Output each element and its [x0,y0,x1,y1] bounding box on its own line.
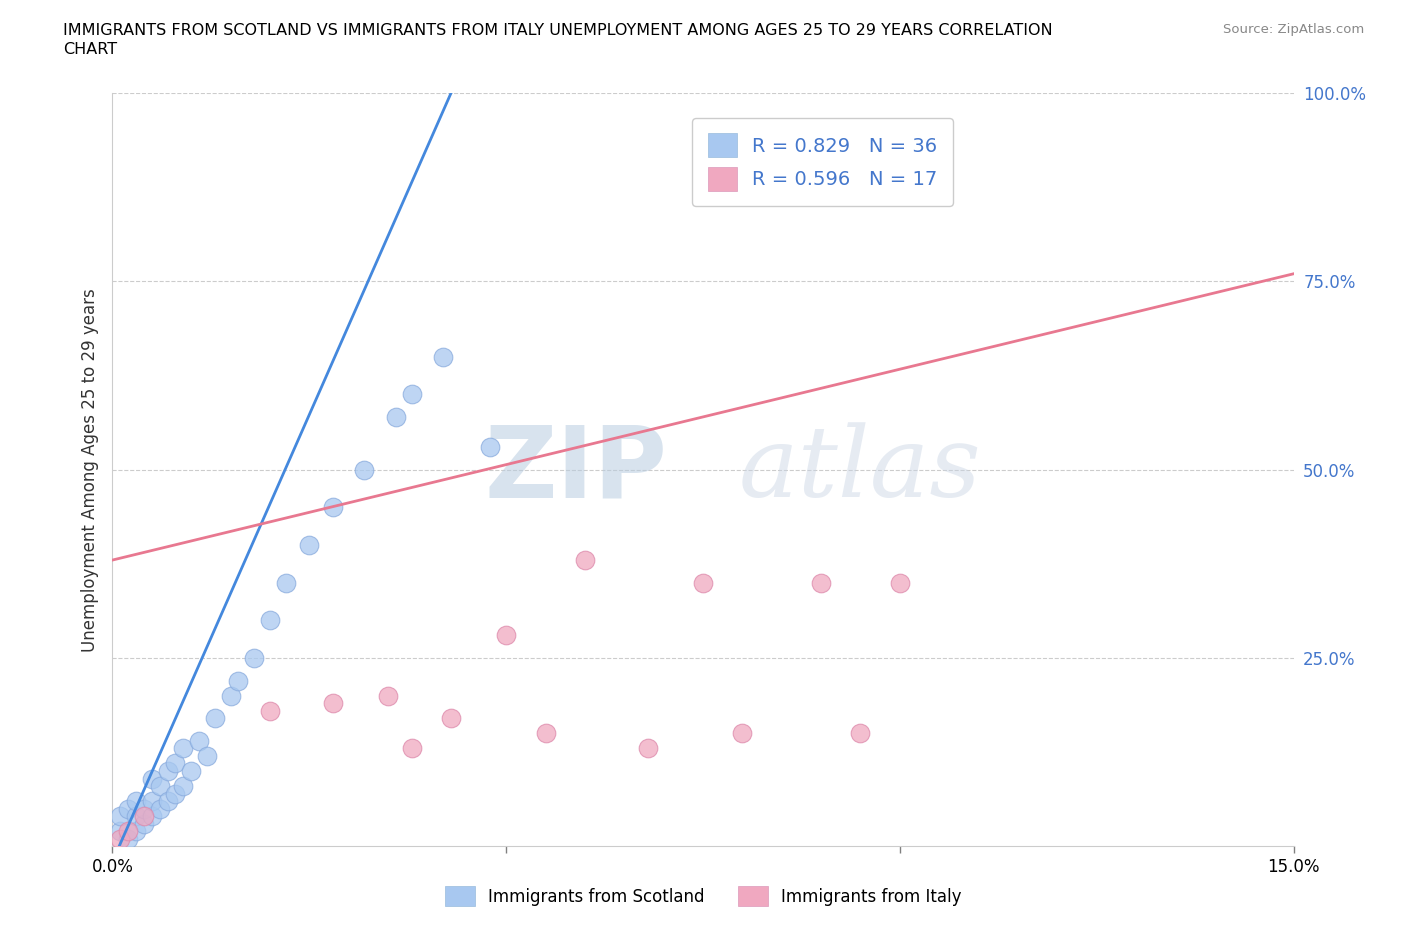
Point [141,809,163,824]
Point [132,817,155,831]
Point [432,349,454,364]
Point [172,741,194,756]
Point [110,824,132,839]
Y-axis label: Unemployment Among Ages 25 to 29 years: Unemployment Among Ages 25 to 29 years [80,287,98,652]
Point [353,462,375,477]
Point [188,734,211,749]
Point [637,741,659,756]
Point [401,741,423,756]
Point [385,409,408,424]
Point [259,703,281,718]
Legend: R = 0.829   N = 36, R = 0.596   N = 17: R = 0.829 N = 36, R = 0.596 N = 17 [692,118,953,206]
Point [219,688,242,703]
Point [534,726,557,741]
Point [204,711,226,725]
Point [377,688,399,703]
Point [125,809,148,824]
Point [243,651,266,666]
Point [132,809,155,824]
Point [141,771,163,786]
Point [149,778,172,793]
Point [440,711,463,725]
Point [110,831,132,846]
Text: CHART: CHART [63,42,117,57]
Point [479,440,502,455]
Text: IMMIGRANTS FROM SCOTLAND VS IMMIGRANTS FROM ITALY UNEMPLOYMENT AMONG AGES 25 TO : IMMIGRANTS FROM SCOTLAND VS IMMIGRANTS F… [63,23,1053,38]
Point [298,538,321,552]
Point [125,824,148,839]
Point [322,696,344,711]
Point [156,764,179,778]
Point [731,726,754,741]
Point [692,575,714,591]
Point [810,575,832,591]
Point [259,613,281,628]
Point [574,552,596,567]
Point [172,778,194,793]
Point [156,793,179,808]
Point [849,726,872,741]
Point [228,673,250,688]
Point [149,802,172,817]
Point [117,802,139,817]
Text: atlas: atlas [738,422,981,517]
Point [322,500,344,515]
Legend: Immigrants from Scotland, Immigrants from Italy: Immigrants from Scotland, Immigrants fro… [437,880,969,912]
Point [132,802,155,817]
Point [117,831,139,846]
Point [141,793,163,808]
Point [165,756,187,771]
Point [401,387,423,402]
Text: Source: ZipAtlas.com: Source: ZipAtlas.com [1223,23,1364,36]
Point [125,793,148,808]
Point [889,575,911,591]
Point [274,575,297,591]
Point [110,809,132,824]
Point [117,824,139,839]
Text: ZIP: ZIP [485,421,668,518]
Point [165,786,187,801]
Point [180,764,202,778]
Point [195,749,218,764]
Point [495,628,517,643]
